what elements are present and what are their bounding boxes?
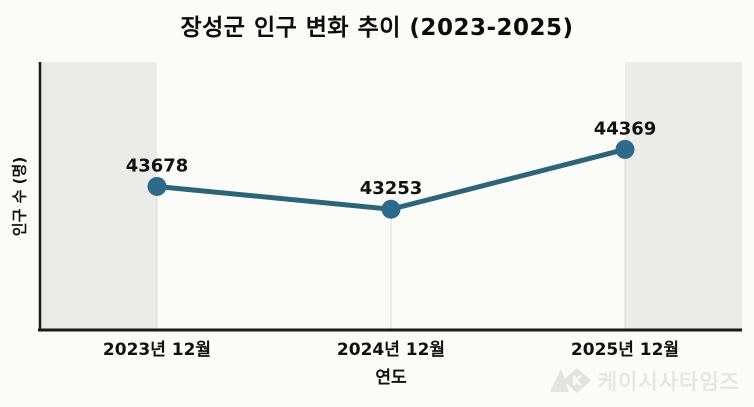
data-point-label: 44369 xyxy=(594,118,657,139)
left-shade-band xyxy=(41,62,157,330)
x-tick-label: 2023년 12월 xyxy=(103,340,211,360)
data-point-marker xyxy=(147,176,167,196)
data-point-label: 43253 xyxy=(360,178,423,199)
right-shade-band xyxy=(625,62,742,330)
watermark-logo-icon: K xyxy=(549,368,591,393)
x-tick-label: 2025년 12월 xyxy=(571,340,679,360)
data-point-label: 43678 xyxy=(126,155,189,176)
watermark-label: 케이시사타임즈 xyxy=(597,370,740,394)
y-axis-title: 인구 수 (명) xyxy=(10,156,29,237)
x-tick-label: 2024년 12월 xyxy=(337,340,445,360)
x-axis-title: 연도 xyxy=(375,368,407,388)
chart-title: 장성군 인구 변화 추이 (2023-2025) xyxy=(180,15,574,41)
svg-text:K: K xyxy=(572,375,583,390)
watermark: K 케이시사타임즈 xyxy=(549,366,740,396)
data-point-marker xyxy=(615,139,635,159)
data-point-marker xyxy=(381,199,401,219)
